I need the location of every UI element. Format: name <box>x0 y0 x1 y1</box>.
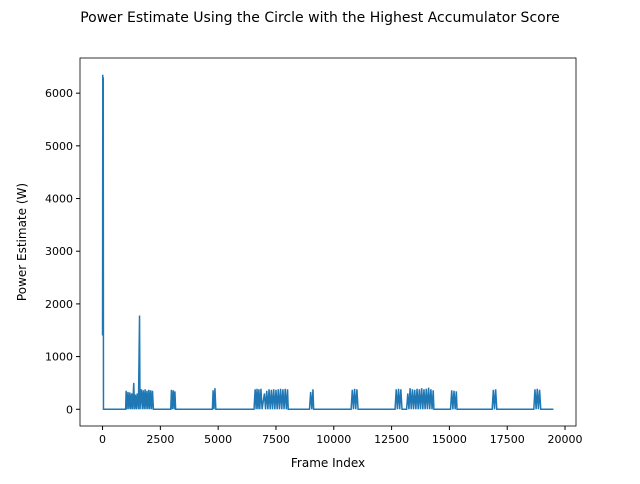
y-tick-label: 0 <box>66 403 73 416</box>
x-tick-label: 5000 <box>204 433 232 446</box>
x-tick-label: 2500 <box>146 433 174 446</box>
x-tick-label: 7500 <box>262 433 290 446</box>
chart-title: Power Estimate Using the Circle with the… <box>80 10 560 26</box>
x-tick-label: 10000 <box>316 433 351 446</box>
y-tick-label: 4000 <box>45 193 73 206</box>
x-tick-label: 15000 <box>432 433 467 446</box>
y-tick-label: 5000 <box>45 140 73 153</box>
x-axis-label: Frame Index <box>291 456 365 470</box>
y-tick-label: 3000 <box>45 245 73 258</box>
y-tick-label: 6000 <box>45 87 73 100</box>
x-tick-label: 20000 <box>548 433 583 446</box>
x-tick-label: 17500 <box>490 433 525 446</box>
data-line <box>101 74 554 411</box>
plot-frame <box>79 57 577 427</box>
y-tick-label: 1000 <box>45 351 73 364</box>
y-tick-label: 2000 <box>45 298 73 311</box>
y-axis-label: Power Estimate (W) <box>15 183 29 301</box>
x-tick-label: 12500 <box>374 433 409 446</box>
x-tick-label: 0 <box>99 433 106 446</box>
